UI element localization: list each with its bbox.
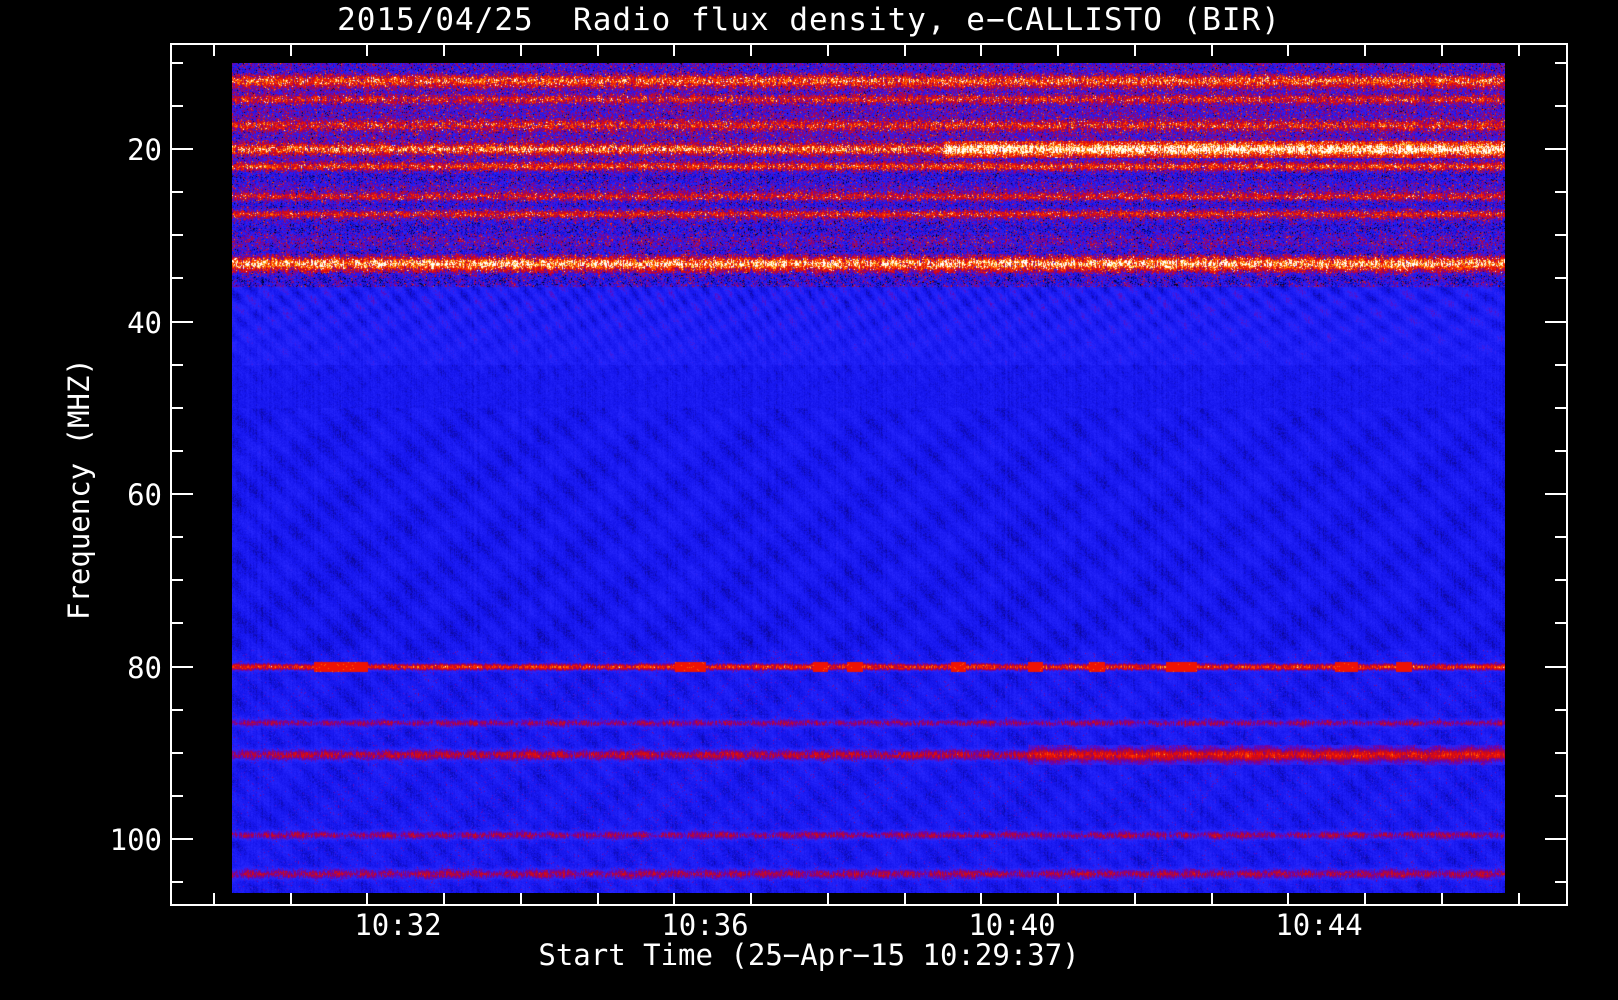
- x-tick-3-minor: [443, 893, 446, 906]
- x-tick-top-13: [1210, 43, 1213, 56]
- y-tick-right-30: [1555, 234, 1568, 237]
- x-tick-6-minor: [673, 893, 676, 906]
- x-tick-top-15: [1364, 43, 1367, 56]
- x-tick-top-6: [673, 43, 676, 56]
- x-tick-14-minor: [1287, 893, 1290, 906]
- y-tick-40-major: [170, 320, 193, 323]
- y-tick-95-minor: [170, 794, 183, 797]
- y-tick-30-minor: [170, 234, 183, 237]
- y-tick-right-80: [1545, 665, 1568, 668]
- y-tick-right-95: [1555, 794, 1568, 797]
- x-tick-top-14: [1287, 43, 1290, 56]
- y-tick-25-minor: [170, 191, 183, 194]
- y-tick-10-minor: [170, 61, 183, 64]
- y-tick-right-40: [1545, 320, 1568, 323]
- x-tick-0-minor: [212, 893, 215, 906]
- x-tick-13-minor: [1210, 893, 1213, 906]
- y-tick-90-minor: [170, 751, 183, 754]
- x-tick-top-7: [750, 43, 753, 56]
- y-tick-45-minor: [170, 363, 183, 366]
- y-tick-60-major: [170, 493, 193, 495]
- x-tick-17-minor: [1517, 893, 1520, 906]
- x-tick-1-minor: [289, 893, 292, 906]
- y-tick-right-15: [1555, 104, 1568, 107]
- x-tick-top-5: [596, 43, 599, 56]
- figure-title: 2015/04/25 Radio flux density, e−CALLIST…: [337, 2, 1281, 38]
- y-tick-55-minor: [170, 449, 183, 452]
- x-tick-top-1: [289, 43, 292, 56]
- y-tick-75-minor: [170, 622, 183, 625]
- x-tick-top-4: [519, 43, 522, 56]
- y-tick-label-60: 60: [127, 478, 162, 512]
- y-tick-15-minor: [170, 104, 183, 107]
- x-tick-15-minor: [1364, 893, 1367, 906]
- y-tick-right-105: [1555, 881, 1568, 884]
- y-tick-70-minor: [170, 579, 183, 582]
- x-tick-8-minor: [826, 893, 829, 906]
- y-tick-label-80: 80: [127, 650, 162, 685]
- y-tick-65-minor: [170, 536, 183, 539]
- x-tick-label-10-36: 10:36: [661, 908, 749, 942]
- y-tick-50-minor: [170, 406, 183, 409]
- y-tick-105-minor: [170, 881, 183, 884]
- x-tick-9-minor: [903, 893, 906, 906]
- y-tick-right-85: [1555, 708, 1568, 711]
- y-tick-right-35: [1555, 277, 1568, 280]
- spectrogram-raster: [232, 63, 1505, 893]
- x-tick-4-minor: [519, 893, 522, 906]
- y-tick-right-65: [1555, 536, 1568, 539]
- y-axis-title: Frequency (MHZ): [62, 358, 96, 620]
- x-tick-top-9: [903, 43, 906, 56]
- x-tick-top-8: [826, 43, 829, 56]
- y-tick-20-major: [170, 148, 193, 150]
- y-tick-label-40: 40: [127, 305, 162, 340]
- plot-frame: [170, 43, 1568, 906]
- y-tick-label-20: 20: [127, 133, 162, 167]
- y-tick-right-10: [1555, 61, 1568, 64]
- y-tick-right-100: [1545, 838, 1568, 840]
- x-tick-top-17: [1517, 43, 1520, 56]
- y-tick-80-major: [170, 665, 193, 668]
- x-tick-top-10: [980, 43, 983, 56]
- y-tick-right-25: [1555, 191, 1568, 194]
- x-axis-title: Start Time (25−Apr−15 10:29:37): [538, 938, 1080, 972]
- y-tick-label-100: 100: [109, 823, 162, 857]
- y-tick-right-60: [1545, 493, 1568, 495]
- y-tick-35-minor: [170, 277, 183, 280]
- y-tick-100-major: [170, 838, 193, 840]
- x-tick-top-0: [212, 43, 215, 56]
- x-tick-7-minor: [750, 893, 753, 906]
- plot-area: [172, 45, 1566, 904]
- y-tick-85-minor: [170, 708, 183, 711]
- x-tick-16-minor: [1440, 893, 1443, 906]
- x-tick-12-minor: [1133, 893, 1136, 906]
- y-tick-right-50: [1555, 406, 1568, 409]
- x-tick-label-10-32: 10:32: [354, 908, 442, 942]
- x-tick-11-minor: [1057, 893, 1060, 906]
- y-tick-right-55: [1555, 449, 1568, 452]
- y-tick-right-70: [1555, 579, 1568, 582]
- x-tick-top-11: [1057, 43, 1060, 56]
- x-tick-top-12: [1133, 43, 1136, 56]
- y-tick-right-90: [1555, 751, 1568, 754]
- x-tick-top-16: [1440, 43, 1443, 56]
- x-tick-label-10-40: 10:40: [968, 908, 1056, 942]
- x-tick-2-minor: [366, 893, 369, 906]
- spectrogram-canvas: [232, 63, 1505, 893]
- x-tick-label-10-44: 10:44: [1275, 908, 1363, 942]
- x-tick-top-2: [366, 43, 369, 56]
- y-tick-right-20: [1545, 148, 1568, 150]
- x-tick-5-minor: [596, 893, 599, 906]
- x-tick-10-minor: [980, 893, 983, 906]
- y-tick-right-75: [1555, 622, 1568, 625]
- y-tick-right-45: [1555, 363, 1568, 366]
- x-tick-top-3: [443, 43, 446, 56]
